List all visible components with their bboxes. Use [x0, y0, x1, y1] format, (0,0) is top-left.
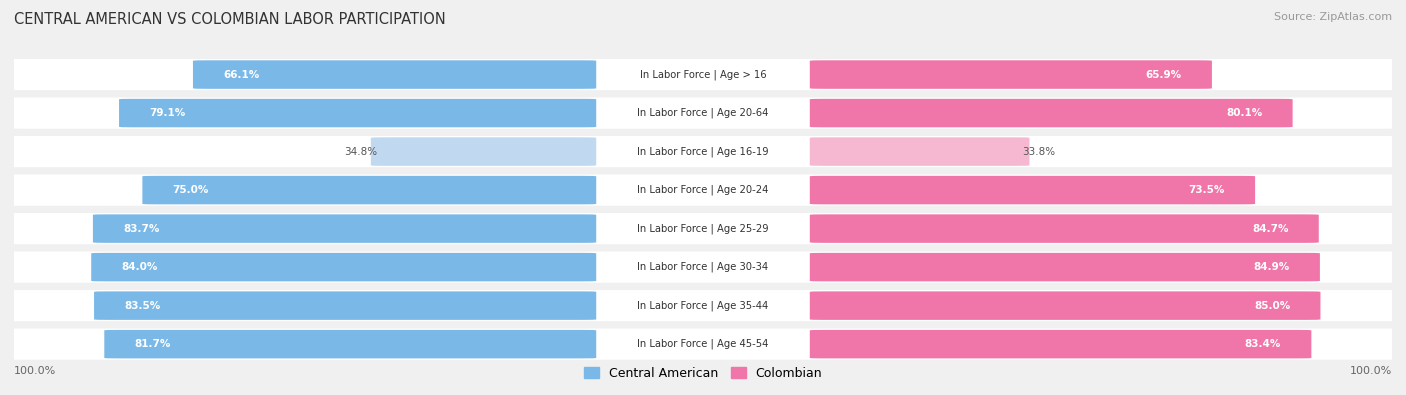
Text: 84.0%: 84.0% — [121, 262, 157, 272]
FancyBboxPatch shape — [0, 175, 1406, 206]
FancyBboxPatch shape — [94, 292, 596, 320]
Text: 81.7%: 81.7% — [135, 339, 172, 349]
FancyBboxPatch shape — [0, 290, 1406, 321]
Text: 65.9%: 65.9% — [1146, 70, 1181, 79]
FancyBboxPatch shape — [810, 253, 1320, 281]
FancyBboxPatch shape — [810, 176, 1256, 204]
FancyBboxPatch shape — [810, 292, 1320, 320]
FancyBboxPatch shape — [120, 99, 596, 127]
Text: 84.7%: 84.7% — [1251, 224, 1288, 233]
FancyBboxPatch shape — [810, 330, 1312, 358]
Text: 66.1%: 66.1% — [224, 70, 260, 79]
FancyBboxPatch shape — [810, 60, 1212, 89]
FancyBboxPatch shape — [371, 137, 596, 166]
FancyBboxPatch shape — [91, 253, 596, 281]
Text: 100.0%: 100.0% — [14, 366, 56, 376]
Text: In Labor Force | Age 25-29: In Labor Force | Age 25-29 — [637, 223, 769, 234]
Text: 84.9%: 84.9% — [1253, 262, 1289, 272]
Text: 100.0%: 100.0% — [1350, 366, 1392, 376]
Text: In Labor Force | Age > 16: In Labor Force | Age > 16 — [640, 69, 766, 80]
FancyBboxPatch shape — [142, 176, 596, 204]
Text: In Labor Force | Age 35-44: In Labor Force | Age 35-44 — [637, 300, 769, 311]
FancyBboxPatch shape — [810, 214, 1319, 243]
Text: 83.4%: 83.4% — [1244, 339, 1281, 349]
Text: 75.0%: 75.0% — [173, 185, 209, 195]
FancyBboxPatch shape — [193, 60, 596, 89]
Text: CENTRAL AMERICAN VS COLOMBIAN LABOR PARTICIPATION: CENTRAL AMERICAN VS COLOMBIAN LABOR PART… — [14, 12, 446, 27]
Text: In Labor Force | Age 16-19: In Labor Force | Age 16-19 — [637, 146, 769, 157]
Text: In Labor Force | Age 45-54: In Labor Force | Age 45-54 — [637, 339, 769, 350]
FancyBboxPatch shape — [104, 330, 596, 358]
FancyBboxPatch shape — [0, 59, 1406, 90]
FancyBboxPatch shape — [0, 213, 1406, 244]
Text: 83.7%: 83.7% — [124, 224, 160, 233]
FancyBboxPatch shape — [0, 98, 1406, 129]
Text: 73.5%: 73.5% — [1188, 185, 1225, 195]
Text: 80.1%: 80.1% — [1226, 108, 1263, 118]
FancyBboxPatch shape — [93, 214, 596, 243]
Text: 79.1%: 79.1% — [149, 108, 186, 118]
FancyBboxPatch shape — [810, 99, 1292, 127]
Text: 33.8%: 33.8% — [1022, 147, 1056, 156]
Text: Source: ZipAtlas.com: Source: ZipAtlas.com — [1274, 12, 1392, 22]
Text: 34.8%: 34.8% — [344, 147, 378, 156]
Legend: Central American, Colombian: Central American, Colombian — [579, 362, 827, 385]
Text: 85.0%: 85.0% — [1254, 301, 1291, 310]
FancyBboxPatch shape — [0, 252, 1406, 283]
Text: In Labor Force | Age 30-34: In Labor Force | Age 30-34 — [637, 262, 769, 273]
FancyBboxPatch shape — [810, 137, 1029, 166]
FancyBboxPatch shape — [0, 136, 1406, 167]
FancyBboxPatch shape — [0, 329, 1406, 360]
Text: In Labor Force | Age 20-64: In Labor Force | Age 20-64 — [637, 108, 769, 118]
Text: In Labor Force | Age 20-24: In Labor Force | Age 20-24 — [637, 185, 769, 196]
Text: 83.5%: 83.5% — [124, 301, 160, 310]
